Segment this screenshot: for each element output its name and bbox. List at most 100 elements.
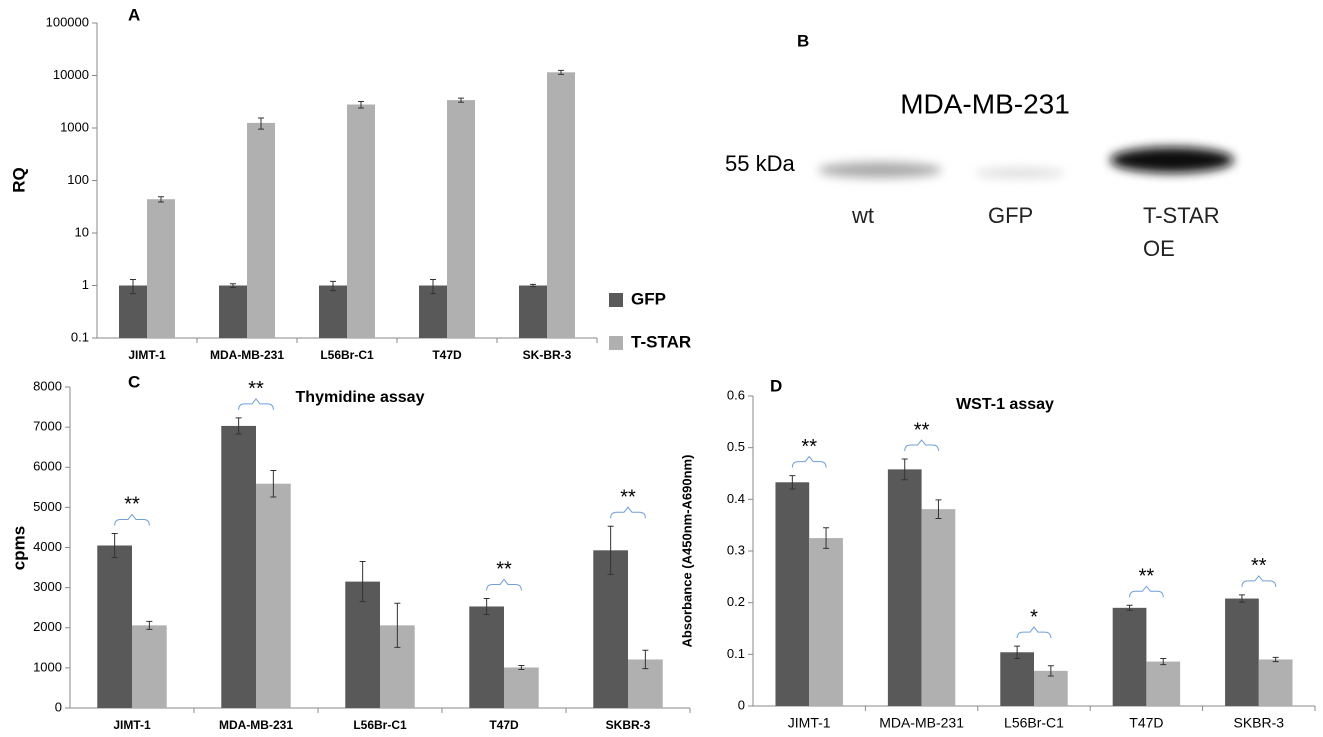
- error-bar: [518, 664, 525, 670]
- lane-label: GFP: [988, 203, 1034, 228]
- error-bar: [430, 279, 436, 295]
- y-tick-label: 0.2: [727, 594, 745, 609]
- error-bar: [483, 597, 490, 616]
- significance-bracket: [486, 578, 522, 591]
- significance-bracket: [791, 455, 827, 468]
- chart-title: Thymidine assay: [296, 389, 425, 406]
- legend-swatch: [609, 293, 623, 307]
- y-tick-label: 100: [67, 172, 89, 187]
- y-tick-label: 1000: [33, 659, 62, 674]
- bar: [132, 625, 167, 708]
- error-bar: [394, 602, 401, 648]
- error-bar: [1047, 665, 1054, 677]
- y-tick-label: 6000: [33, 459, 62, 474]
- error-bar: [1014, 645, 1021, 659]
- error-bar: [1160, 657, 1167, 666]
- lane-label: wt: [852, 203, 874, 228]
- bar: [504, 667, 539, 708]
- x-tick-label: JIMT-1: [128, 348, 166, 362]
- significance-bracket: [238, 398, 274, 410]
- y-tick-label: 0.5: [727, 439, 745, 454]
- error-bar: [158, 196, 164, 203]
- blot-band: [818, 162, 942, 178]
- y-tick-label: 0.3: [727, 542, 745, 557]
- y-tick-label: 0.6: [727, 387, 745, 402]
- bar: [419, 285, 447, 338]
- y-tick-label: 100000: [46, 14, 89, 29]
- error-bar: [359, 561, 366, 603]
- bar: [1034, 670, 1068, 706]
- panel-letter: B: [797, 31, 809, 50]
- y-tick-label: 0.4: [727, 491, 745, 506]
- significance-label: **: [914, 419, 930, 441]
- y-tick-label: 0.1: [71, 329, 89, 344]
- significance-bracket: [904, 439, 939, 452]
- error-bar: [230, 283, 236, 288]
- marker-label: 55 kDa: [725, 151, 795, 176]
- bar: [775, 482, 810, 706]
- y-tick-label: 4000: [33, 539, 62, 554]
- bar: [887, 469, 922, 706]
- x-tick-label: SK-BR-3: [523, 348, 572, 362]
- panel-letter: A: [128, 5, 140, 24]
- y-tick-label: 0: [55, 699, 62, 714]
- error-bar: [358, 100, 364, 109]
- legend-swatch: [609, 336, 623, 350]
- blot-band: [1110, 147, 1234, 173]
- y-tick-label: 0.1: [727, 646, 745, 661]
- x-tick-label: MDA-MB-231: [879, 715, 964, 731]
- bar: [921, 509, 956, 706]
- y-axis-label: cpms: [9, 526, 28, 570]
- error-bar: [130, 279, 136, 295]
- significance-bracket: [1016, 626, 1052, 639]
- significance-bracket: [1129, 585, 1164, 598]
- y-tick-label: 8000: [33, 378, 62, 393]
- bar: [1000, 652, 1034, 706]
- significance-bracket: [1241, 575, 1277, 587]
- bar: [345, 581, 380, 708]
- x-tick-label: L56Br-C1: [320, 348, 374, 362]
- legend-label: GFP: [631, 289, 666, 308]
- bar: [547, 72, 575, 339]
- bar: [147, 199, 175, 338]
- bar: [519, 285, 547, 338]
- significance-label: **: [496, 559, 512, 581]
- error-bar: [607, 525, 614, 575]
- y-tick-label: 1: [82, 277, 89, 292]
- y-axis-label: Absorbance (A450nm-A690nm): [679, 455, 694, 648]
- error-bar: [789, 475, 796, 490]
- error-bar: [146, 620, 153, 630]
- y-tick-label: 5000: [33, 499, 62, 514]
- bar: [1258, 659, 1293, 706]
- error-bar: [823, 527, 830, 549]
- y-axis-label: RQ: [9, 167, 28, 193]
- error-bar: [235, 417, 242, 435]
- panel-letter: D: [770, 376, 782, 395]
- significance-label: **: [1251, 555, 1267, 577]
- error-bar: [642, 649, 649, 670]
- x-tick-label: SKBR-3: [1234, 715, 1285, 731]
- significance-label: **: [1139, 566, 1155, 588]
- error-bar: [1272, 656, 1279, 663]
- bar: [809, 538, 843, 706]
- chart-title: WST-1 assay: [956, 396, 1054, 413]
- error-bar: [1126, 604, 1133, 611]
- error-bar: [1238, 594, 1245, 603]
- blot-title: MDA-MB-231: [900, 88, 1070, 119]
- y-tick-label: 2000: [33, 619, 62, 634]
- error-bar: [458, 97, 464, 103]
- x-tick-label: T47D: [1129, 715, 1163, 731]
- error-bar: [935, 499, 942, 519]
- y-tick-label: 0: [738, 697, 745, 712]
- x-tick-label: MDA-MB-231: [210, 348, 284, 362]
- y-tick-label: 10000: [53, 67, 89, 82]
- significance-label: *: [1030, 606, 1038, 628]
- y-tick-label: 7000: [33, 419, 62, 434]
- blot-band: [975, 168, 1065, 178]
- lane-label: T-STAR OE: [1143, 203, 1220, 261]
- error-bar: [111, 532, 118, 559]
- bar: [247, 122, 275, 338]
- significance-label: **: [620, 487, 636, 509]
- significance-label: **: [124, 494, 140, 516]
